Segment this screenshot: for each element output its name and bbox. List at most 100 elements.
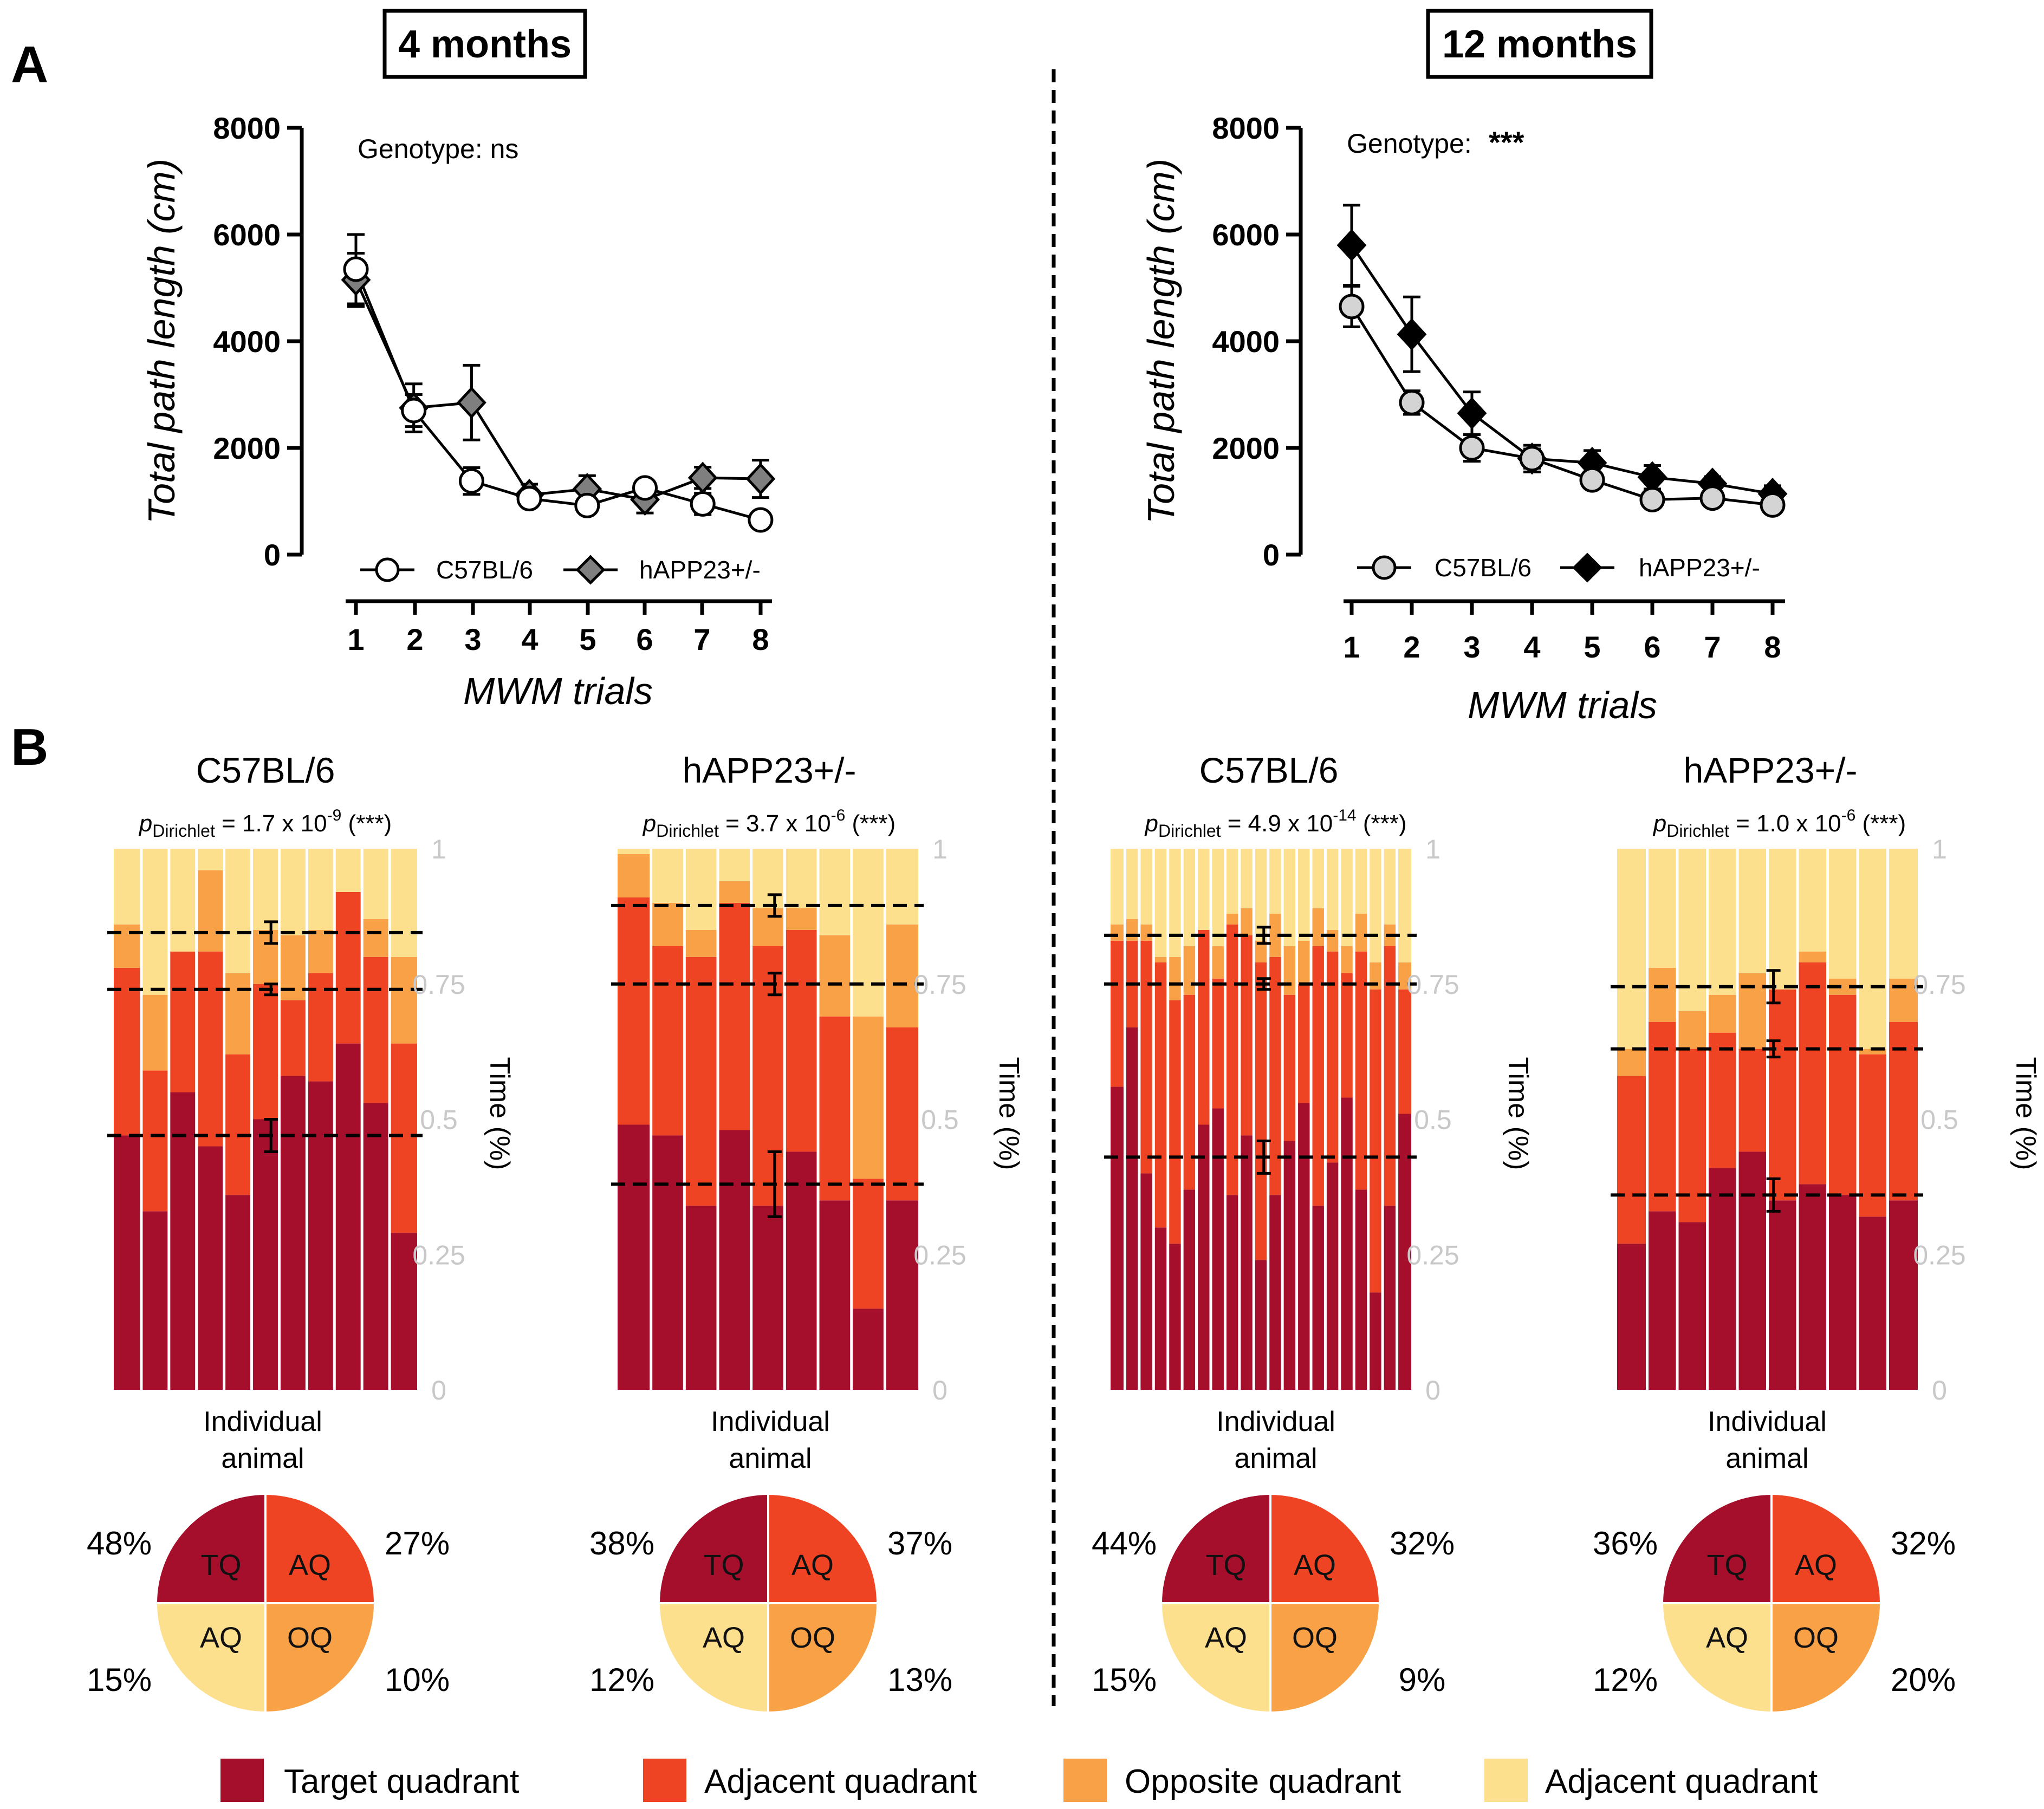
line-chart-4-months: 4 months Genotype: ns 8000 6000 4000 200… xyxy=(140,9,776,712)
bar-target-quadrant xyxy=(1827,1195,1858,1390)
bar-adjacent-quadrant xyxy=(1368,989,1383,1293)
ytick-label: 6000 xyxy=(1212,218,1280,252)
pie-slice-target xyxy=(660,1495,768,1603)
pie-percent-label: 12% xyxy=(589,1662,654,1698)
ytick-label: 1 xyxy=(431,834,446,864)
bar-adjacent-quadrant xyxy=(1282,994,1297,1141)
pie-percent-label: 38% xyxy=(589,1525,654,1561)
ytick-label: 0.75 xyxy=(412,969,465,1000)
bar-adjacent-quadrant xyxy=(784,929,818,1152)
bar-adjacent-quadrant xyxy=(362,956,390,1103)
data-point xyxy=(748,507,774,533)
ytick-label: 0 xyxy=(932,1375,948,1405)
bar-opposite-quadrant xyxy=(618,854,651,897)
pie-slice-adjacent-2 xyxy=(1663,1603,1772,1712)
bar-opposite-quadrant xyxy=(1182,946,1197,995)
bar-target-quadrant xyxy=(1282,1141,1297,1390)
pie-percent-label: 27% xyxy=(385,1525,450,1561)
bar-adjacent-quadrant-2 xyxy=(251,849,280,930)
quadrant-legend: Target quadrant Adjacent quadrant Opposi… xyxy=(220,1759,1818,1802)
xtick-label: 1 xyxy=(1343,630,1360,664)
ytick-label: 0 xyxy=(1263,538,1280,572)
bar-adjacent-quadrant-2 xyxy=(224,849,252,973)
bar-target-quadrant xyxy=(1254,1260,1268,1390)
pie-slice-adjacent xyxy=(1270,1495,1379,1603)
x-label-line2-b3: animal xyxy=(1234,1443,1317,1474)
pie-slice-adjacent-2 xyxy=(157,1603,265,1712)
bar-adjacent-quadrant-2 xyxy=(818,849,852,935)
bar-target-quadrant xyxy=(1182,1189,1197,1390)
bar-adjacent-quadrant-2 xyxy=(1383,849,1397,925)
x-label-line1-b3: Individual xyxy=(1216,1406,1335,1437)
pie-slice-opposite xyxy=(1270,1603,1379,1712)
bar-target-quadrant xyxy=(618,1124,651,1390)
bar-opposite-quadrant xyxy=(1858,1049,1888,1055)
bar-adjacent-quadrant xyxy=(1707,1032,1737,1168)
pie-percent-label: 12% xyxy=(1593,1662,1658,1698)
yticks-b3: 0 0.25 0.5 0.75 1 xyxy=(1406,834,1459,1405)
bar-adjacent-quadrant-2 xyxy=(1798,849,1828,952)
bar-target-quadrant xyxy=(362,1103,390,1390)
data-point xyxy=(1579,467,1605,493)
bar-adjacent-quadrant xyxy=(1397,989,1411,1114)
pie-inner-label: AQ xyxy=(200,1622,242,1654)
ytick-label: 0.75 xyxy=(913,969,966,1000)
bar-adjacent-quadrant xyxy=(1153,962,1168,1228)
pie-inner-label: AQ xyxy=(703,1622,745,1654)
bar-target-quadrant xyxy=(1225,1195,1240,1390)
bar-target-quadrant xyxy=(1268,1195,1283,1390)
data-point xyxy=(1457,397,1487,430)
legend-4m: C57BL/6 hAPP23+/- xyxy=(360,555,761,585)
ytick-label: 0.25 xyxy=(412,1240,465,1270)
x-label-line2-b1: animal xyxy=(221,1443,304,1474)
ytick-label: 1 xyxy=(1932,834,1947,864)
bar-adjacent-quadrant xyxy=(751,946,785,1206)
bar-adjacent-quadrant-2 xyxy=(196,849,224,870)
bar-target-quadrant xyxy=(1617,1244,1647,1390)
pie-inner-label: TQ xyxy=(1707,1549,1748,1582)
bar-opposite-quadrant xyxy=(1296,940,1311,984)
pie-inner-label: OQ xyxy=(790,1622,835,1654)
bar-adjacent-quadrant-2 xyxy=(1707,849,1737,995)
legend-label-adjacent-1: Adjacent quadrant xyxy=(704,1763,977,1800)
bar-target-quadrant xyxy=(885,1200,918,1390)
bar-adjacent-quadrant-2 xyxy=(1111,849,1125,925)
bar-opposite-quadrant xyxy=(1798,951,1828,962)
pie-inner-label: OQ xyxy=(287,1622,333,1654)
legend-swatch-target xyxy=(220,1759,264,1802)
bar-adjacent-quadrant xyxy=(1239,935,1254,1136)
bar-opposite-quadrant xyxy=(684,929,718,957)
yticks-b4: 0 0.25 0.5 0.75 1 xyxy=(1913,834,1965,1405)
bar-adjacent-quadrant-2 xyxy=(390,849,417,957)
bar-adjacent-quadrant xyxy=(1268,956,1283,1195)
data-point xyxy=(1699,485,1725,511)
bar-opposite-quadrant xyxy=(1111,924,1125,941)
bar-adjacent-quadrant-2 xyxy=(1225,849,1240,914)
data-point xyxy=(516,486,542,512)
chart-title-b4: hAPP23+/- xyxy=(1683,750,1857,790)
legend-swatch-adjacent-1 xyxy=(643,1759,686,1802)
bar-adjacent-quadrant-2 xyxy=(885,849,918,925)
bars-b4 xyxy=(1611,849,1923,1390)
bar-adjacent-quadrant-2 xyxy=(1325,849,1340,930)
ytick-label: 8000 xyxy=(1212,111,1280,145)
bar-target-quadrant xyxy=(1737,1151,1768,1390)
bar-adjacent-quadrant xyxy=(1647,1021,1677,1212)
bar-target-quadrant xyxy=(818,1200,852,1390)
bar-adjacent-quadrant-2 xyxy=(1617,849,1647,1049)
yticks-b2: 0 0.25 0.5 0.75 1 xyxy=(913,834,966,1405)
bar-opposite-quadrant xyxy=(1354,913,1368,952)
bar-adjacent-quadrant-2 xyxy=(1196,849,1211,930)
bar-adjacent-quadrant-2 xyxy=(1139,849,1154,925)
y-axis-12m: 8000 6000 4000 2000 0 Total path length … xyxy=(1140,111,1303,572)
bar-adjacent-quadrant xyxy=(1383,946,1397,1206)
bar-adjacent-quadrant xyxy=(1617,1076,1647,1244)
xtick-label: 3 xyxy=(464,622,481,656)
legend-swatch-adjacent-2 xyxy=(1484,1759,1528,1802)
data-lines-4m xyxy=(341,233,776,533)
bar-target-quadrant xyxy=(1311,1206,1326,1390)
bar-target-quadrant xyxy=(141,1211,169,1390)
bar-target-quadrant xyxy=(224,1195,252,1390)
xtick-label: 7 xyxy=(693,622,710,656)
bar-adjacent-quadrant xyxy=(1211,978,1225,1109)
